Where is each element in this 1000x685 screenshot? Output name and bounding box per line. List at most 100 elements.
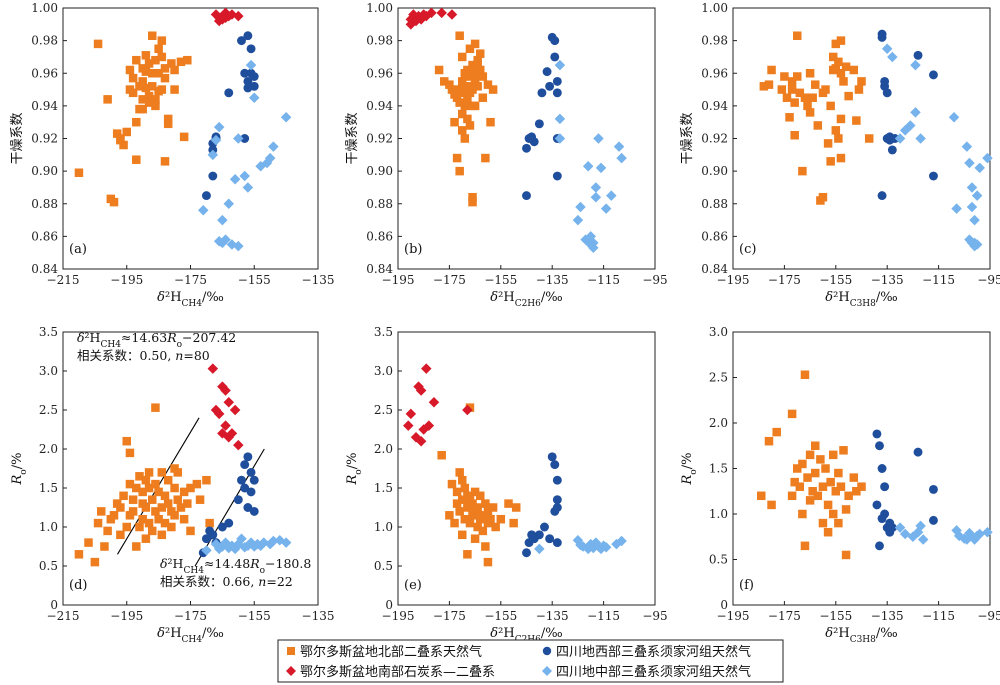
data-point [757,491,766,501]
data-point [465,72,475,81]
data-point [450,518,459,528]
data-point [151,507,160,516]
y-axis-label: 干燥系数 [680,112,695,164]
data-point [509,518,518,528]
y-axis-label: Ro/% [10,453,29,486]
data-point [249,81,259,91]
data-point [240,134,250,143]
panel-tag: (d) [69,578,87,593]
data-point [160,73,170,83]
data-point [132,117,141,127]
data-point [202,475,211,485]
data-point [163,114,173,124]
data-point [478,511,488,520]
data-point [233,133,244,144]
data-point [446,9,458,20]
data-point [534,543,545,555]
data-point [795,482,805,491]
data-point [128,507,138,516]
data-point [821,85,830,94]
data-point [913,50,923,60]
x-axis-label: δ²HC3H8/‰ [825,626,897,645]
data-point [213,121,225,133]
data-point [854,85,864,94]
data-point [415,385,427,396]
data-point [790,98,799,107]
data-point [478,93,488,102]
x-tick-label: −95 [977,609,1000,623]
data-point [473,55,482,65]
data-point [465,44,475,54]
data-point [246,467,256,477]
data-point [437,450,446,460]
data-point [403,420,414,431]
data-point [226,428,238,439]
data-point [208,171,218,181]
data-point [828,450,838,460]
x-tick-label: −135 [871,609,904,623]
data-point [233,439,244,451]
data-point [447,85,457,94]
data-point [148,82,157,91]
x-tick-label: −155 [819,273,852,287]
data-point [616,535,627,547]
data-point [798,459,807,469]
data-point [460,101,470,111]
data-point [887,523,897,533]
data-point [455,166,464,176]
data-point [135,82,144,91]
data-point [268,141,279,152]
data-point [483,507,493,516]
series-sichuan_central [201,533,292,556]
data-point [460,88,470,98]
data-point [929,484,938,494]
data-point [486,514,495,524]
data-point [220,385,231,396]
y-tick-label: 0.92 [701,132,728,146]
y-tick-label: 0.5 [39,559,58,573]
data-point [823,500,833,510]
data-point [554,59,566,71]
y-tick-label: 2.5 [374,403,393,417]
y-tick-label: 0.84 [366,262,393,276]
data-point [157,52,167,62]
y-tick-label: 0 [385,598,393,612]
data-point [122,522,131,532]
y-tick-label: 2.0 [39,442,58,456]
data-point [239,170,250,182]
data-point [157,468,167,477]
x-axis-label: δ²HCH4/‰ [157,290,224,309]
data-point [575,201,586,213]
x-tick-label: −195 [110,609,143,623]
data-point [280,112,292,123]
data-point [434,65,444,75]
data-point [447,479,457,489]
data-point [468,60,477,70]
data-point [144,59,154,68]
data-point [141,534,151,543]
series-sichuan_west [877,29,938,201]
data-point [116,530,125,540]
data-point [160,157,170,166]
data-point [198,205,209,216]
data-point [793,31,802,40]
x-tick-label: −95 [642,273,667,287]
x-tick-label: −175 [433,609,466,623]
x-tick-label: −195 [382,273,415,287]
x-tick-label: −115 [587,609,620,623]
data-point [554,113,566,125]
data-point [826,101,835,111]
y-tick-label: 2.5 [709,371,728,385]
data-point [428,396,440,408]
data-point [116,503,125,512]
data-point [929,171,938,181]
legend-item: 四川地中部三叠系须家河组天然气 [542,664,751,680]
data-point [176,57,186,67]
y-axis-label: 干燥系数 [10,112,25,164]
data-point [595,162,607,174]
data-point [452,499,462,508]
series-sichuan_central [198,59,292,252]
data-point [488,85,498,94]
data-point [552,171,562,181]
data-point [233,495,243,505]
